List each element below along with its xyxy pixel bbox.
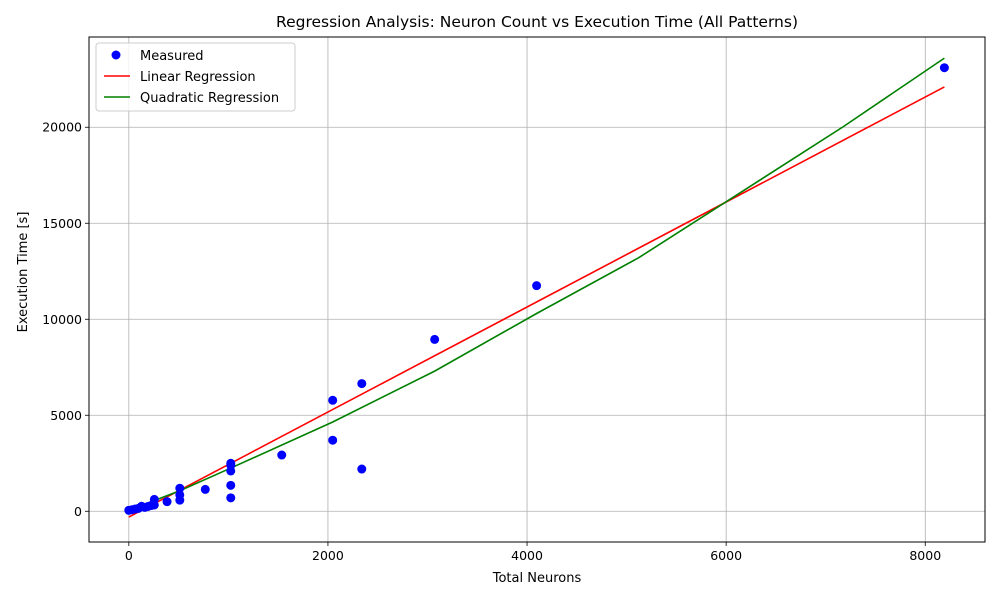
- y-tick-label: 20000: [42, 120, 82, 135]
- legend-label-linear: Linear Regression: [140, 70, 256, 85]
- grid: [89, 37, 985, 542]
- chart-title: Regression Analysis: Neuron Count vs Exe…: [276, 13, 798, 31]
- measured-point: [328, 435, 338, 445]
- measured-point: [532, 281, 542, 291]
- measured-point: [175, 483, 185, 493]
- measured-point: [328, 395, 338, 405]
- y-tick-label: 15000: [42, 216, 82, 231]
- linear-regression-line: [128, 86, 945, 518]
- x-tick-label: 0: [125, 548, 133, 563]
- measured-point: [357, 464, 367, 474]
- measured-point: [226, 493, 236, 503]
- plot-frame: [88, 36, 986, 543]
- x-tick-label: 2000: [312, 548, 344, 563]
- y-tick-label: 10000: [42, 312, 82, 327]
- y-tick-label: 5000: [50, 408, 82, 423]
- x-tick-label: 4000: [511, 548, 543, 563]
- measured-point: [200, 484, 210, 494]
- measured-point: [277, 450, 287, 460]
- y-tick-label: 0: [74, 504, 82, 519]
- measured-point: [939, 63, 949, 73]
- legend-label-measured: Measured: [140, 49, 204, 64]
- measured-point: [357, 379, 367, 389]
- legend-label-quadratic: Quadratic Regression: [140, 91, 279, 106]
- measured-point: [175, 495, 185, 505]
- measured-point: [149, 500, 159, 510]
- measured-point: [226, 480, 236, 490]
- x-tick-label: 8000: [909, 548, 941, 563]
- y-axis-label: Execution Time [s]: [16, 212, 31, 333]
- plot-series: [124, 57, 949, 518]
- legend-box: [95, 42, 296, 112]
- legend-marker-measured: [111, 50, 121, 60]
- x-axis-label: Total Neurons: [492, 571, 582, 586]
- axis-ticks: 0 2000 4000 6000 8000 0 5000 10000 15000 20000: [42, 120, 941, 563]
- measured-point: [430, 334, 440, 344]
- x-tick-label: 6000: [710, 548, 742, 563]
- legend: Measured Linear Regression Quadratic Reg…: [95, 42, 296, 112]
- measured-point: [226, 460, 236, 470]
- quadratic-regression-line: [128, 57, 945, 512]
- measured-point: [162, 497, 172, 507]
